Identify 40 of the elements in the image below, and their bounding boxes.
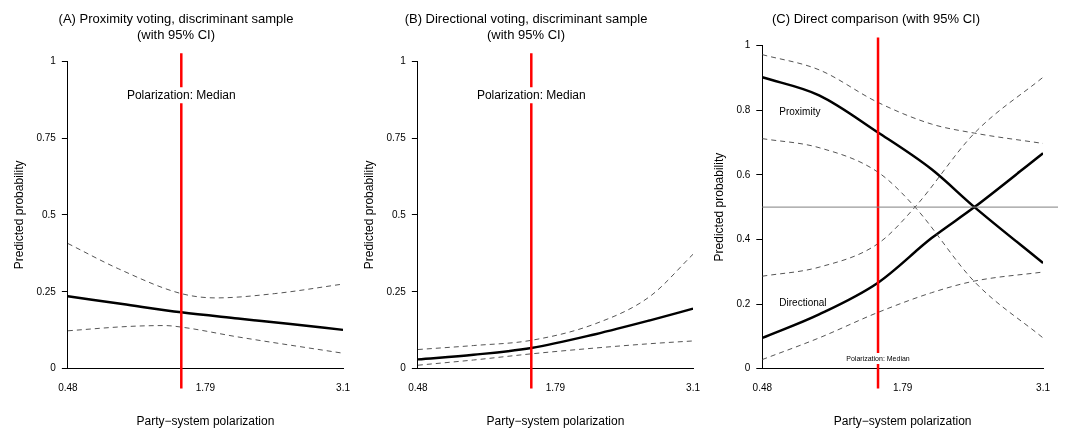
x-tick-label: 1.79 [195,382,216,394]
y-tick-label: 0.6 [736,168,751,180]
y-tick-label: 1 [400,54,407,66]
y-tick-label: 0.5 [391,208,407,220]
x-tick-label: 3.1 [336,382,351,394]
y-tick-label: 0 [400,362,407,374]
y-tick-label: 0.5 [41,208,57,220]
line-series [417,253,694,351]
y-tick-label: 0.25 [36,285,57,297]
chart-title: (C) Direct comparison (with 95% CI) [771,11,981,27]
y-tick-label: 1 [50,54,57,66]
chart-title: (A) Proximity voting, discriminant sample (with 95% CI) [58,11,294,42]
x-axis-title: Party−system polarization [833,414,972,429]
series-label: Proximity [779,106,821,117]
x-tick-label: 1.79 [892,382,913,394]
y-tick-label: 1 [744,39,751,51]
line-series [67,325,344,354]
y-tick-label: 0.8 [736,103,751,115]
x-tick-label: 0.48 [58,382,79,394]
y-tick-label: 0.2 [736,297,751,309]
chart-title: (B) Directional voting, discriminant sample (with 95% CI) [404,11,648,42]
y-tick-label: 0.75 [36,131,57,143]
y-axis-title: Predicted probability [11,160,26,270]
x-tick-label: 0.48 [752,382,773,394]
y-tick-label: 0.75 [386,131,407,143]
series-label: Directional [779,296,827,308]
x-tick-label: 3.1 [686,382,701,394]
x-tick-label: 3.1 [1036,382,1051,394]
x-axis-title: Party−system polarization [486,414,625,429]
ref-line-label: Polarization: Median [126,87,236,102]
y-tick-label: 0.4 [736,233,751,245]
x-tick-label: 0.48 [408,382,429,394]
y-tick-label: 0.25 [386,285,407,297]
y-tick-label: 0 [50,362,57,374]
y-tick-label: 0 [744,362,751,374]
y-axis-title: Predicted probability [361,160,376,270]
x-axis-title: Party−system polarization [136,414,275,429]
ref-line-label: Polarization: Median [476,87,586,102]
y-axis-title: Predicted probability [711,152,726,262]
x-tick-label: 1.79 [545,382,566,394]
